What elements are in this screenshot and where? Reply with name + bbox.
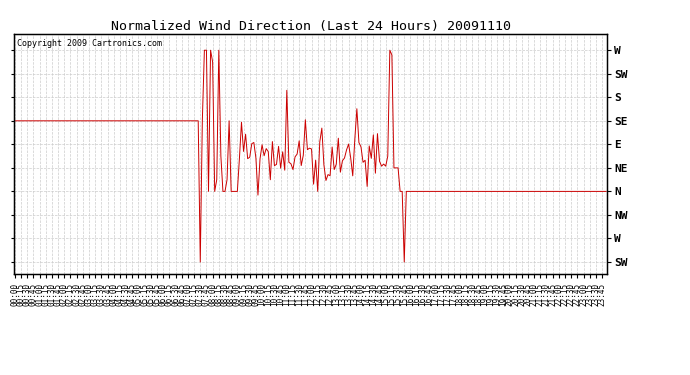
Text: Copyright 2009 Cartronics.com: Copyright 2009 Cartronics.com (17, 39, 161, 48)
Title: Normalized Wind Direction (Last 24 Hours) 20091110: Normalized Wind Direction (Last 24 Hours… (110, 20, 511, 33)
